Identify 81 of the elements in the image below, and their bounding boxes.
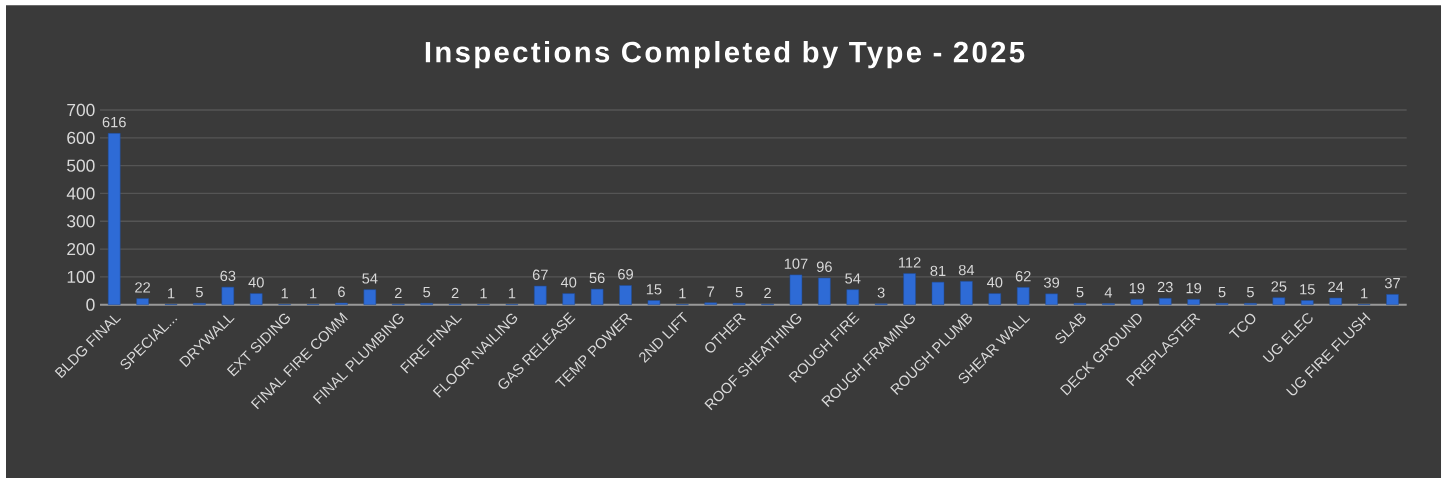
bar: [1272, 297, 1286, 305]
bar: [1329, 297, 1342, 305]
bar: [1300, 300, 1314, 305]
data-label: 39: [1044, 277, 1060, 288]
bar: [1386, 294, 1399, 305]
data-label: 23: [1157, 281, 1173, 293]
data-label: 15: [1300, 284, 1315, 295]
bar: [1187, 299, 1200, 305]
data-label: 5: [1218, 287, 1226, 298]
bar: [647, 300, 661, 305]
bar: [619, 285, 632, 305]
data-label: 54: [845, 273, 861, 284]
y-tick-label: 0: [86, 298, 95, 311]
data-label: 107: [784, 258, 808, 269]
data-label: 25: [1271, 281, 1287, 292]
data-label: 84: [958, 264, 975, 276]
data-label: 2: [764, 287, 771, 299]
bar: [1130, 299, 1144, 305]
data-label: 81: [930, 265, 946, 277]
data-label: 56: [589, 272, 605, 284]
bar: [1016, 287, 1030, 305]
data-label: 19: [1129, 282, 1145, 294]
data-label: 5: [735, 287, 743, 298]
data-label: 1: [679, 288, 686, 299]
y-tick-label: 200: [67, 242, 95, 256]
data-label: 1: [1361, 288, 1368, 299]
data-label: 63: [220, 270, 236, 282]
y-tick-label: 100: [67, 270, 95, 283]
data-label: 40: [986, 277, 1003, 288]
data-label: 19: [1186, 282, 1202, 294]
chart-title: Inspections Completed by Type - 2025: [425, 40, 1025, 69]
y-tick-label: 700: [67, 103, 95, 117]
bar: [221, 286, 235, 305]
data-label: 5: [423, 287, 431, 298]
data-label: 5: [1076, 287, 1084, 298]
data-label: 5: [1246, 287, 1254, 298]
data-label: 40: [560, 277, 577, 288]
data-label: 3: [877, 287, 885, 298]
data-label: 22: [135, 282, 151, 293]
y-tick-label: 600: [67, 131, 95, 144]
data-label: 1: [281, 288, 289, 299]
y-tick-label: 300: [67, 215, 95, 228]
data-label: 37: [1384, 277, 1400, 289]
data-label: 616: [102, 116, 126, 128]
y-tick-label: 400: [66, 187, 95, 200]
bar: [136, 298, 149, 305]
bar: [1045, 293, 1058, 305]
data-label: 2: [451, 287, 459, 299]
data-label: 5: [195, 287, 203, 298]
data-label: 4: [1104, 287, 1113, 298]
bar: [903, 273, 916, 305]
y-tick-label: 500: [67, 159, 95, 172]
bar: [590, 288, 604, 305]
data-label: 1: [508, 288, 516, 299]
data-label: 1: [310, 288, 317, 299]
data-label: 112: [898, 257, 921, 268]
data-label: 69: [618, 269, 633, 280]
bar: [846, 289, 860, 305]
data-label: 1: [480, 288, 487, 299]
bar: [534, 285, 547, 305]
data-label: 6: [338, 286, 345, 297]
data-label: 54: [362, 273, 378, 284]
bar: [249, 293, 263, 305]
data-label: 40: [248, 277, 264, 288]
bar: [818, 277, 831, 305]
bar: [562, 293, 575, 305]
bar: [363, 289, 377, 305]
bar: [988, 293, 1002, 305]
bar: [960, 281, 973, 305]
bar: [931, 281, 945, 305]
data-label: 2: [394, 287, 402, 299]
data-label: 96: [816, 261, 832, 272]
data-label: 1: [168, 288, 175, 299]
data-label: 7: [707, 286, 715, 297]
data-label: 15: [646, 284, 662, 295]
data-label: 62: [1015, 271, 1031, 282]
bar: [789, 274, 803, 305]
bar: [1158, 298, 1172, 305]
data-label: 67: [532, 269, 548, 280]
data-label: 24: [1328, 281, 1344, 292]
bar: [107, 133, 121, 305]
